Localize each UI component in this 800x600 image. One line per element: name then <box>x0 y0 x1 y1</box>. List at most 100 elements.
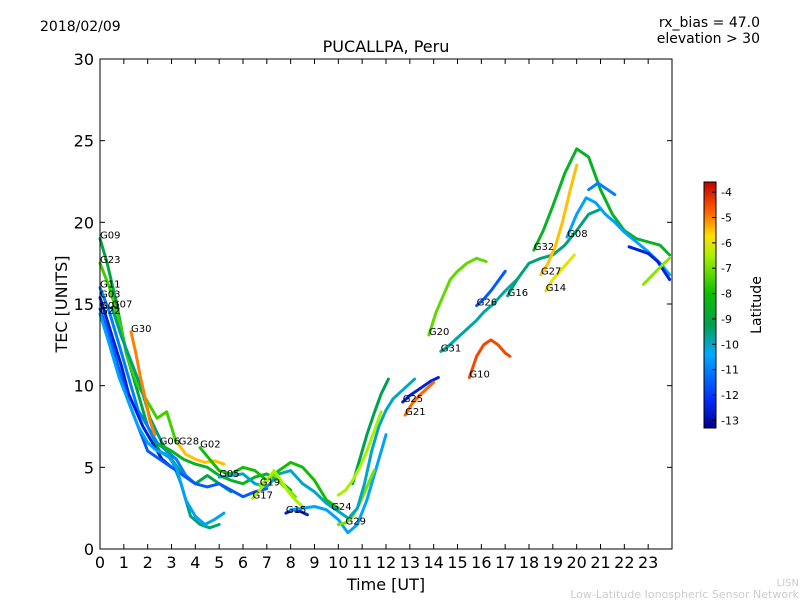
series-g15 <box>284 508 309 517</box>
series-g17 <box>251 469 305 508</box>
series-g06 <box>158 443 293 492</box>
series-g10 <box>467 338 512 379</box>
x-tick: 23 <box>638 59 658 572</box>
sat-label-g24: G24 <box>331 502 351 513</box>
sat-label-g06: G06 <box>160 437 180 448</box>
x-tick-label: 14 <box>423 553 443 572</box>
series-g23 <box>98 261 178 445</box>
x-tick-label: 3 <box>166 553 176 572</box>
x-tick-label: 1 <box>119 553 129 572</box>
elevation-label: elevation > 30 <box>657 31 760 47</box>
series-g18 <box>336 410 383 497</box>
x-tick-label: 15 <box>447 553 467 572</box>
sat-label-g27: G27 <box>541 267 561 278</box>
colorbar-tick-label: -6 <box>721 237 732 250</box>
x-tick: 21 <box>590 59 611 572</box>
y-tick-label: 0 <box>84 540 94 559</box>
x-tick-label: 5 <box>214 553 224 572</box>
sat-label-g19: G19 <box>260 477 280 488</box>
x-tick: 18 <box>519 59 539 572</box>
sat-label-g03: G03 <box>100 290 120 301</box>
sat-label-g02: G02 <box>200 440 220 451</box>
x-axis-label: Time [UT] <box>346 575 425 594</box>
x-tick-label: 16 <box>471 553 491 572</box>
x-tick-label: 6 <box>238 553 248 572</box>
sat-label-g30: G30 <box>131 324 151 335</box>
sat-label-g16: G16 <box>508 288 528 299</box>
y-axis-ticks: 0 5 10 15 20 25 30 <box>74 50 672 559</box>
y-axis-label: TEC [UNITS] <box>52 256 71 354</box>
colorbar-tick: -13 <box>712 414 739 427</box>
sat-label-g01: G01 <box>100 301 120 312</box>
colorbar-tick: -10 <box>712 338 739 351</box>
series-g13 <box>348 377 417 518</box>
sat-label-g08: G08 <box>567 229 587 240</box>
sat-label-g29: G29 <box>346 517 366 528</box>
series-g31 <box>439 278 519 353</box>
x-tick: 6 <box>238 59 248 572</box>
colorbar-tick: -6 <box>712 237 732 250</box>
sat-label-g31: G31 <box>441 343 461 354</box>
sat-label-g23: G23 <box>100 255 120 266</box>
series-g20 <box>427 256 488 337</box>
sat-label-g11: G11 <box>100 280 120 291</box>
colorbar-tick-label: -11 <box>721 364 739 377</box>
sat-label-g09: G09 <box>100 231 120 242</box>
x-tick: 12 <box>376 59 396 572</box>
colorbar-tick-label: -5 <box>721 212 732 225</box>
x-tick: 10 <box>328 59 349 572</box>
watermark-lisn: LISN <box>777 578 799 589</box>
series-g26 <box>475 269 507 308</box>
sat-label-g15: G15 <box>286 505 306 516</box>
y-tick-label: 10 <box>74 377 94 396</box>
x-tick: 5 <box>214 59 224 572</box>
x-tick: 11 <box>352 59 372 572</box>
colorbar-tick: -7 <box>712 262 732 275</box>
x-axis-ticks: 0 1 2 3 4 5 6 7 8 9 10 11 12 13 14 15 16 17 18 19 20 21 22 23 <box>95 59 658 572</box>
series-g12 <box>351 377 390 486</box>
sat-label-g26: G26 <box>477 298 497 309</box>
x-tick: 1 <box>119 59 129 572</box>
x-tick-label: 17 <box>495 553 515 572</box>
date-label: 2018/02/09 <box>40 19 121 35</box>
series-g04 <box>587 181 617 197</box>
watermark-network: Low-Latitude Ionospheric Sensor Network <box>570 588 799 600</box>
x-tick-label: 18 <box>519 553 539 572</box>
colorbar-tick-label: -12 <box>721 389 739 402</box>
colorbar-tick: -5 <box>712 212 732 225</box>
y-tick: 10 <box>74 377 672 396</box>
colorbar-tick: -11 <box>712 364 739 377</box>
y-tick-label: 20 <box>74 213 94 232</box>
x-tick: 3 <box>166 59 177 572</box>
sat-label-g17: G17 <box>253 490 273 501</box>
y-tick-label: 5 <box>84 458 94 477</box>
series-g34 <box>641 256 672 286</box>
x-tick: 17 <box>495 59 515 572</box>
colorbar-tick-label: -10 <box>721 338 739 351</box>
x-tick-label: 13 <box>400 553 420 572</box>
x-tick-label: 12 <box>376 553 396 572</box>
sat-label-g10: G10 <box>469 370 489 381</box>
colorbar-tick-label: -9 <box>721 313 732 326</box>
sat-label-g28: G28 <box>179 437 199 448</box>
y-tick: 0 <box>84 540 672 559</box>
colorbar-tick: -4 <box>712 186 732 199</box>
x-tick: 15 <box>447 59 468 572</box>
x-tick: 0 <box>95 59 105 572</box>
y-tick-label: 15 <box>74 295 94 314</box>
x-tick: 9 <box>309 59 320 572</box>
y-tick-label: 25 <box>74 132 94 151</box>
plot-series <box>98 147 672 535</box>
x-tick: 8 <box>286 59 296 572</box>
series-g28 <box>177 443 226 466</box>
series-g27 <box>539 163 579 277</box>
x-tick-label: 19 <box>543 553 563 572</box>
y-tick: 15 <box>74 295 672 314</box>
sat-label-g32: G32 <box>534 242 554 253</box>
x-tick: 13 <box>400 59 420 572</box>
series-g07 <box>110 305 221 530</box>
y-tick-label: 30 <box>74 50 94 69</box>
x-tick: 16 <box>471 59 492 572</box>
series-g30 <box>129 330 157 437</box>
